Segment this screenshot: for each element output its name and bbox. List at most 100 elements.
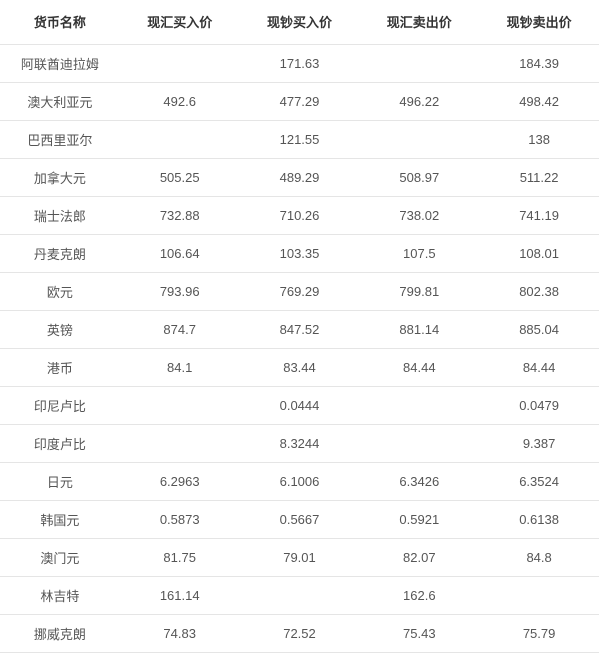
cell-cash-buy: 0.5667 (240, 500, 360, 538)
cell-spot-buy (120, 386, 240, 424)
cell-cash-sell: 511.22 (479, 158, 599, 196)
cell-currency-name: 林吉特 (0, 576, 120, 614)
table-row: 澳大利亚元492.6477.29496.22498.42 (0, 82, 599, 120)
table-row: 澳门元81.7579.0182.0784.8 (0, 538, 599, 576)
cell-cash-buy: 489.29 (240, 158, 360, 196)
cell-cash-sell: 498.42 (479, 82, 599, 120)
cell-cash-buy: 171.63 (240, 44, 360, 82)
cell-spot-sell: 799.81 (359, 272, 479, 310)
cell-cash-sell: 84.8 (479, 538, 599, 576)
cell-spot-buy: 161.14 (120, 576, 240, 614)
cell-currency-name: 日元 (0, 462, 120, 500)
cell-spot-sell: 6.3426 (359, 462, 479, 500)
cell-cash-buy: 769.29 (240, 272, 360, 310)
cell-currency-name: 港币 (0, 348, 120, 386)
cell-spot-buy: 732.88 (120, 196, 240, 234)
cell-spot-sell: 881.14 (359, 310, 479, 348)
cell-cash-sell: 9.387 (479, 424, 599, 462)
cell-cash-buy: 83.44 (240, 348, 360, 386)
cell-cash-buy: 72.52 (240, 614, 360, 652)
cell-currency-name: 欧元 (0, 272, 120, 310)
cell-spot-sell (359, 424, 479, 462)
cell-cash-sell: 885.04 (479, 310, 599, 348)
cell-spot-sell: 0.5921 (359, 500, 479, 538)
cell-cash-sell: 0.0479 (479, 386, 599, 424)
cell-currency-name: 印尼卢比 (0, 386, 120, 424)
cell-spot-sell: 82.07 (359, 538, 479, 576)
cell-spot-buy (120, 424, 240, 462)
cell-currency-name: 加拿大元 (0, 158, 120, 196)
cell-spot-sell: 84.44 (359, 348, 479, 386)
cell-spot-sell: 496.22 (359, 82, 479, 120)
cell-spot-sell: 738.02 (359, 196, 479, 234)
col-header-currency-name: 货币名称 (0, 0, 120, 44)
cell-spot-sell (359, 44, 479, 82)
cell-cash-sell: 184.39 (479, 44, 599, 82)
table-row: 挪威克朗74.8372.5275.4375.79 (0, 614, 599, 652)
col-header-spot-buy: 现汇买入价 (120, 0, 240, 44)
fx-rate-table: 货币名称 现汇买入价 现钞买入价 现汇卖出价 现钞卖出价 阿联酋迪拉姆 171.6… (0, 0, 599, 653)
table-row: 韩国元0.58730.56670.59210.6138 (0, 500, 599, 538)
cell-spot-sell: 75.43 (359, 614, 479, 652)
cell-currency-name: 澳大利亚元 (0, 82, 120, 120)
table-header-row: 货币名称 现汇买入价 现钞买入价 现汇卖出价 现钞卖出价 (0, 0, 599, 44)
cell-cash-buy: 847.52 (240, 310, 360, 348)
cell-spot-buy: 492.6 (120, 82, 240, 120)
cell-cash-sell: 75.79 (479, 614, 599, 652)
table-row: 日元6.29636.10066.34266.3524 (0, 462, 599, 500)
cell-spot-sell (359, 120, 479, 158)
cell-cash-buy: 477.29 (240, 82, 360, 120)
table-row: 丹麦克朗106.64103.35107.5108.01 (0, 234, 599, 272)
cell-spot-sell: 162.6 (359, 576, 479, 614)
cell-spot-sell: 107.5 (359, 234, 479, 272)
cell-spot-buy: 106.64 (120, 234, 240, 272)
cell-cash-sell: 138 (479, 120, 599, 158)
cell-spot-buy: 6.2963 (120, 462, 240, 500)
cell-currency-name: 瑞士法郎 (0, 196, 120, 234)
cell-cash-sell: 108.01 (479, 234, 599, 272)
table-row: 欧元793.96769.29799.81802.38 (0, 272, 599, 310)
cell-spot-sell: 508.97 (359, 158, 479, 196)
cell-spot-buy: 81.75 (120, 538, 240, 576)
cell-currency-name: 丹麦克朗 (0, 234, 120, 272)
cell-currency-name: 印度卢比 (0, 424, 120, 462)
col-header-cash-sell: 现钞卖出价 (479, 0, 599, 44)
cell-cash-sell (479, 576, 599, 614)
cell-currency-name: 澳门元 (0, 538, 120, 576)
cell-cash-sell: 802.38 (479, 272, 599, 310)
cell-spot-buy (120, 44, 240, 82)
cell-cash-buy: 6.1006 (240, 462, 360, 500)
cell-currency-name: 挪威克朗 (0, 614, 120, 652)
cell-spot-buy: 505.25 (120, 158, 240, 196)
table-row: 英镑874.7847.52881.14885.04 (0, 310, 599, 348)
cell-spot-buy: 0.5873 (120, 500, 240, 538)
cell-currency-name: 英镑 (0, 310, 120, 348)
cell-cash-sell: 0.6138 (479, 500, 599, 538)
cell-cash-buy (240, 576, 360, 614)
col-header-cash-buy: 现钞买入价 (240, 0, 360, 44)
cell-cash-sell: 741.19 (479, 196, 599, 234)
cell-cash-sell: 6.3524 (479, 462, 599, 500)
table-row: 港币84.183.4484.4484.44 (0, 348, 599, 386)
cell-cash-buy: 121.55 (240, 120, 360, 158)
table-row: 林吉特161.14 162.6 (0, 576, 599, 614)
cell-cash-buy: 710.26 (240, 196, 360, 234)
table-row: 印度卢比 8.3244 9.387 (0, 424, 599, 462)
cell-currency-name: 韩国元 (0, 500, 120, 538)
table-row: 印尼卢比 0.0444 0.0479 (0, 386, 599, 424)
cell-currency-name: 巴西里亚尔 (0, 120, 120, 158)
cell-currency-name: 阿联酋迪拉姆 (0, 44, 120, 82)
table-body: 阿联酋迪拉姆171.63184.39澳大利亚元492.6477.29496.22… (0, 44, 599, 652)
table-row: 加拿大元505.25489.29508.97511.22 (0, 158, 599, 196)
table-row: 阿联酋迪拉姆 171.63 184.39 (0, 44, 599, 82)
cell-spot-buy: 793.96 (120, 272, 240, 310)
cell-cash-sell: 84.44 (479, 348, 599, 386)
table-row: 瑞士法郎732.88710.26738.02741.19 (0, 196, 599, 234)
cell-spot-sell (359, 386, 479, 424)
cell-spot-buy: 84.1 (120, 348, 240, 386)
cell-cash-buy: 0.0444 (240, 386, 360, 424)
cell-cash-buy: 8.3244 (240, 424, 360, 462)
cell-spot-buy: 74.83 (120, 614, 240, 652)
cell-cash-buy: 79.01 (240, 538, 360, 576)
table-row: 巴西里亚尔 121.55 138 (0, 120, 599, 158)
